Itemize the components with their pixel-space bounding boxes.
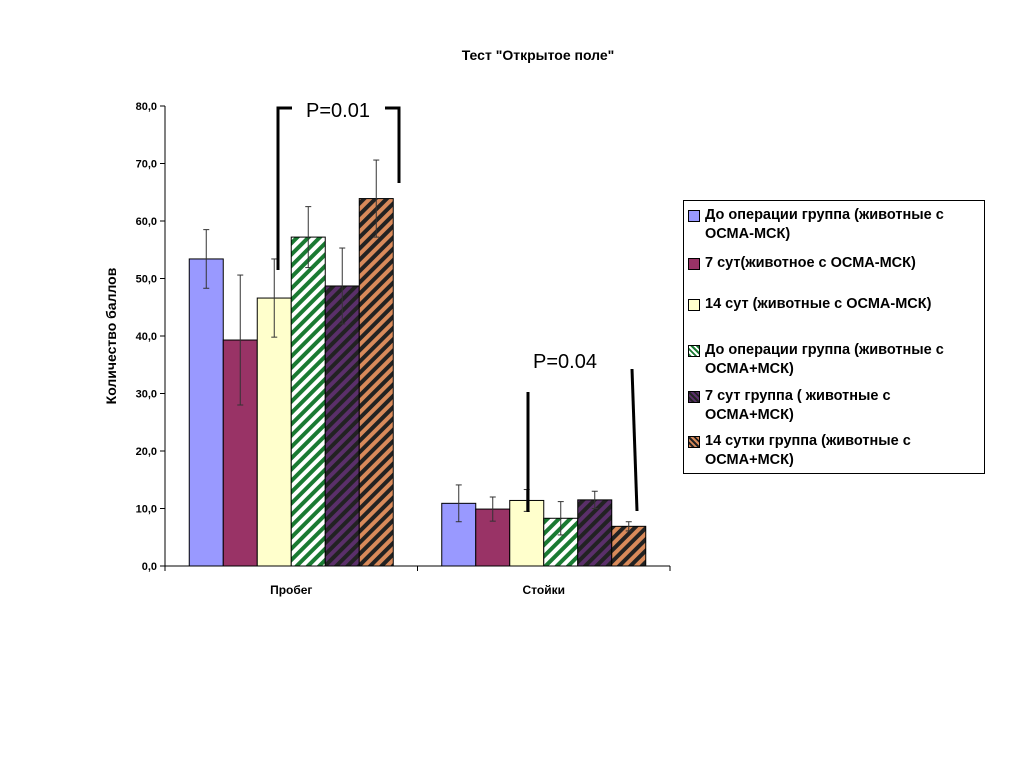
chart-legend: До операции группа (животные с ОСМА-МСК)… <box>683 200 985 474</box>
legend-swatch <box>688 391 700 403</box>
y-tick-label: 60,0 <box>136 216 157 228</box>
legend-swatch <box>688 258 700 270</box>
legend-item: 14 сут (животные с ОСМА-МСК) <box>688 295 983 314</box>
legend-swatch <box>688 299 700 311</box>
legend-item: 14 сутки группа (животные с ОСМА+МСК) <box>688 432 983 470</box>
legend-swatch <box>688 345 700 357</box>
y-tick-label: 40,0 <box>136 331 157 343</box>
bar-1-series-3 <box>256 297 292 567</box>
legend-label: 7 сут группа ( животные с ОСМА+МСК) <box>705 388 891 423</box>
bar-2-series-5 <box>577 499 613 567</box>
significance-bracket-1 <box>276 106 401 270</box>
bar-1-series-4 <box>290 236 326 567</box>
legend-item: 7 сут(животное с ОСМА-МСК) <box>688 254 983 273</box>
y-tick-label: 50,0 <box>136 274 157 286</box>
legend-label: До операции группа (животные с ОСМА+МСК) <box>705 342 944 377</box>
p-value-label-2: P=0.04 <box>533 351 597 373</box>
significance-line-2b <box>630 368 639 512</box>
legend-swatch <box>688 210 700 222</box>
y-tick-label: 20,0 <box>136 446 157 458</box>
x-tick-label: Пробег <box>270 583 312 597</box>
y-tick-label: 10,0 <box>136 504 157 516</box>
legend-item: 7 сут группа ( животные с ОСМА+МСК) <box>688 387 983 425</box>
legend-item: До операции группа (животные с ОСМА-МСК) <box>688 206 983 244</box>
bar-1-series-6 <box>358 198 394 567</box>
y-tick-label: 30,0 <box>136 389 157 401</box>
y-tick-label: 80,0 <box>136 101 157 113</box>
p-value-label-1: P=0.01 <box>306 100 370 122</box>
legend-label: До операции группа (животные с ОСМА-МСК) <box>705 207 944 242</box>
x-tick-label: Стойки <box>523 583 565 597</box>
bar-1-series-1 <box>188 258 224 567</box>
bar-1-series-5 <box>324 285 360 567</box>
legend-swatch <box>688 436 700 448</box>
legend-label: 7 сут(животное с ОСМА-МСК) <box>705 255 916 271</box>
y-tick-label: 70,0 <box>136 159 157 171</box>
legend-label: 14 сутки группа (животные с ОСМА+МСК) <box>705 433 911 468</box>
chart-title: Тест "Открытое поле" <box>461 47 615 63</box>
y-tick-label: 0,0 <box>142 561 157 573</box>
legend-item: До операции группа (животные с ОСМА+МСК) <box>688 341 983 379</box>
y-axis-title: Количество баллов <box>103 267 119 404</box>
legend-label: 14 сут (животные с ОСМА-МСК) <box>705 296 932 312</box>
bar-2-series-6 <box>611 525 647 567</box>
